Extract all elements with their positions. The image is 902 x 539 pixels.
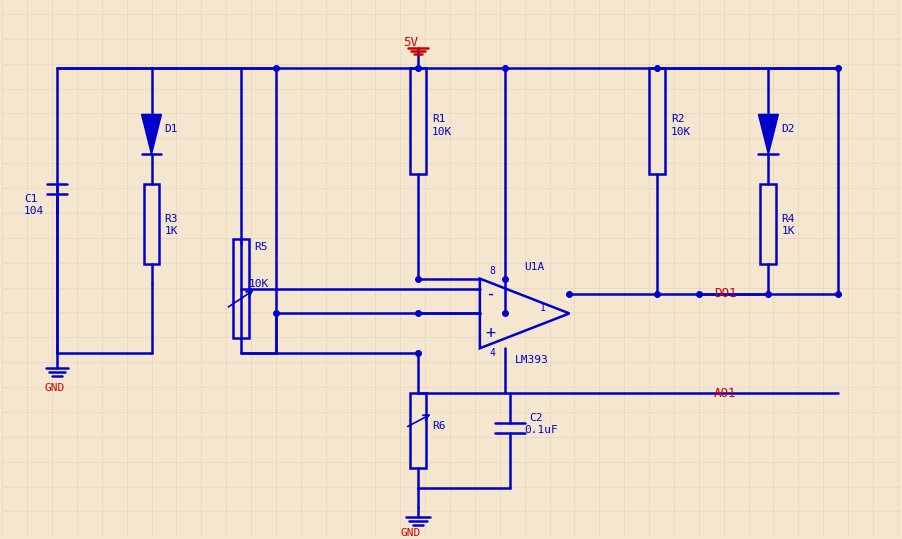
Polygon shape [142,114,161,154]
FancyBboxPatch shape [760,184,777,264]
Text: R5: R5 [254,242,268,252]
Text: 1K: 1K [781,226,795,236]
Text: DO1: DO1 [713,287,736,300]
Text: R6: R6 [432,421,446,431]
Text: +: + [485,324,495,342]
Text: AO1: AO1 [713,386,736,399]
Text: 4: 4 [490,348,496,358]
Text: 1K: 1K [164,226,178,236]
FancyBboxPatch shape [649,68,665,174]
Text: 0.1uF: 0.1uF [525,425,558,435]
FancyBboxPatch shape [410,68,426,174]
Text: 8: 8 [490,266,496,275]
Text: 1: 1 [539,303,546,314]
Text: 10K: 10K [671,127,691,137]
Text: 10K: 10K [249,279,270,288]
Text: 5V: 5V [402,36,418,49]
Text: D1: D1 [164,125,178,134]
Text: LM393: LM393 [515,355,548,365]
Polygon shape [759,114,778,154]
Text: GND: GND [400,528,420,538]
Text: GND: GND [44,383,64,393]
Text: 10K: 10K [432,127,452,137]
Text: 104: 104 [24,206,44,216]
Text: R1: R1 [432,114,446,125]
Text: U1A: U1A [525,261,545,272]
Text: D2: D2 [781,125,795,134]
Text: R4: R4 [781,214,795,224]
FancyBboxPatch shape [233,239,249,338]
Text: -: - [485,285,495,302]
Polygon shape [480,279,569,348]
Text: R2: R2 [671,114,685,125]
FancyBboxPatch shape [410,393,426,468]
Text: R3: R3 [164,214,178,224]
FancyBboxPatch shape [143,184,160,264]
Text: C2: C2 [529,413,543,423]
Text: C1: C1 [24,194,38,204]
